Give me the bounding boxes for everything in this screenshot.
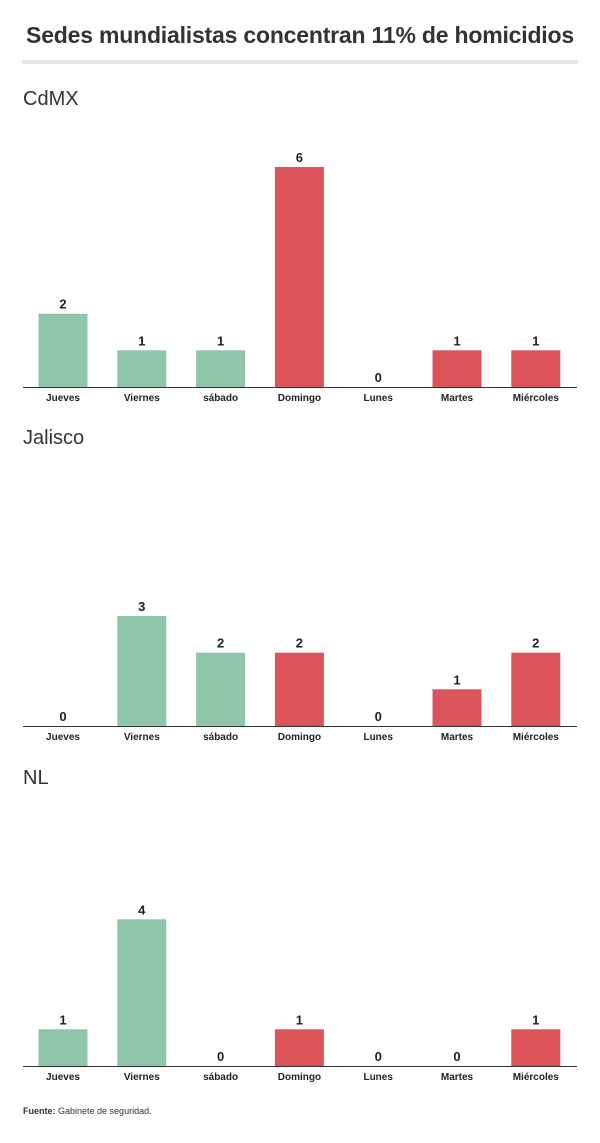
source-label: Fuente: bbox=[23, 1106, 56, 1116]
data-label: 2 bbox=[296, 636, 303, 651]
bar-martes bbox=[432, 689, 482, 726]
data-label: 1 bbox=[453, 672, 460, 687]
tick-label: sábado bbox=[203, 393, 238, 404]
panel-nl: NL 1 Jueves 4 Viernes 0 sábado 1 Domingo 0 Lunes 0… bbox=[0, 767, 600, 1097]
data-label: 6 bbox=[296, 150, 303, 165]
source-note: Fuente: Gabinete de seguridad. bbox=[23, 1106, 152, 1116]
title-divider bbox=[22, 60, 578, 64]
data-label: 2 bbox=[59, 297, 66, 312]
tick-label: Domingo bbox=[278, 393, 321, 404]
data-label: 1 bbox=[217, 333, 224, 348]
tick-label: Miércoles bbox=[513, 732, 560, 743]
tick-label: Domingo bbox=[278, 1072, 321, 1083]
data-label: 0 bbox=[453, 1049, 460, 1064]
bar-viernes bbox=[117, 616, 167, 726]
data-label: 0 bbox=[375, 370, 382, 385]
panel-title: CdMX bbox=[23, 88, 79, 110]
data-label: 1 bbox=[532, 1012, 539, 1027]
data-label: 2 bbox=[532, 636, 539, 651]
data-label: 1 bbox=[453, 333, 460, 348]
tick-label: Jueves bbox=[46, 732, 80, 743]
data-label: 1 bbox=[296, 1012, 303, 1027]
data-label: 1 bbox=[59, 1012, 66, 1027]
bar-jueves bbox=[38, 1029, 88, 1066]
tick-label: Lunes bbox=[363, 393, 393, 404]
bar-sábado bbox=[196, 652, 246, 726]
tick-label: Viernes bbox=[124, 393, 160, 404]
data-label: 4 bbox=[138, 902, 146, 917]
tick-label: Miércoles bbox=[513, 393, 560, 404]
data-label: 3 bbox=[138, 599, 145, 614]
bar-domingo bbox=[274, 652, 324, 726]
tick-label: Martes bbox=[441, 393, 474, 404]
tick-label: Martes bbox=[441, 732, 474, 743]
tick-label: Jueves bbox=[46, 393, 80, 404]
source-text: Gabinete de seguridad. bbox=[58, 1106, 152, 1116]
tick-label: Miércoles bbox=[513, 1072, 560, 1083]
tick-label: Viernes bbox=[124, 732, 160, 743]
bar-jueves bbox=[38, 313, 88, 387]
data-label: 0 bbox=[59, 709, 66, 724]
data-label: 0 bbox=[375, 1049, 382, 1064]
data-label: 1 bbox=[138, 333, 145, 348]
data-label: 2 bbox=[217, 636, 224, 651]
panel-jalisco: Jalisco 0 Jueves 3 Viernes 2 sábado 2 Domingo 0 L… bbox=[0, 427, 600, 757]
data-label: 0 bbox=[375, 709, 382, 724]
bar-martes bbox=[432, 350, 482, 387]
panel-title: Jalisco bbox=[23, 427, 85, 449]
tick-label: Viernes bbox=[124, 1072, 160, 1083]
bar-chart-jalisco: 0 Jueves 3 Viernes 2 sábado 2 Domingo 0 Lunes 1 Mar… bbox=[23, 599, 577, 743]
panel-cdmx: CdMX 2 Jueves 1 Viernes 1 sábado 6 Domingo 0 Lune… bbox=[0, 88, 600, 418]
bar-viernes bbox=[117, 919, 167, 1066]
bar-miércoles bbox=[511, 1029, 561, 1066]
bar-domingo bbox=[274, 1029, 324, 1066]
bar-domingo bbox=[274, 167, 324, 387]
data-label: 0 bbox=[217, 1049, 224, 1064]
bar-chart-nl: 1 Jueves 4 Viernes 0 sábado 1 Domingo 0 Lunes 0 Mar… bbox=[23, 902, 577, 1083]
tick-label: Lunes bbox=[363, 1072, 393, 1083]
panel-title: NL bbox=[23, 767, 49, 789]
tick-label: Martes bbox=[441, 1072, 474, 1083]
bar-chart-cdmx: 2 Jueves 1 Viernes 1 sábado 6 Domingo 0 Lunes 1 Mar… bbox=[23, 150, 577, 404]
bar-sábado bbox=[196, 350, 246, 387]
bar-viernes bbox=[117, 350, 167, 387]
tick-label: sábado bbox=[203, 732, 238, 743]
tick-label: Lunes bbox=[363, 732, 393, 743]
data-label: 1 bbox=[532, 333, 539, 348]
bar-miércoles bbox=[511, 652, 561, 726]
tick-label: sábado bbox=[203, 1072, 238, 1083]
tick-label: Jueves bbox=[46, 1072, 80, 1083]
tick-label: Domingo bbox=[278, 732, 321, 743]
bar-miércoles bbox=[511, 350, 561, 387]
chart-title: Sedes mundialistas concentran 11% de hom… bbox=[26, 22, 574, 48]
